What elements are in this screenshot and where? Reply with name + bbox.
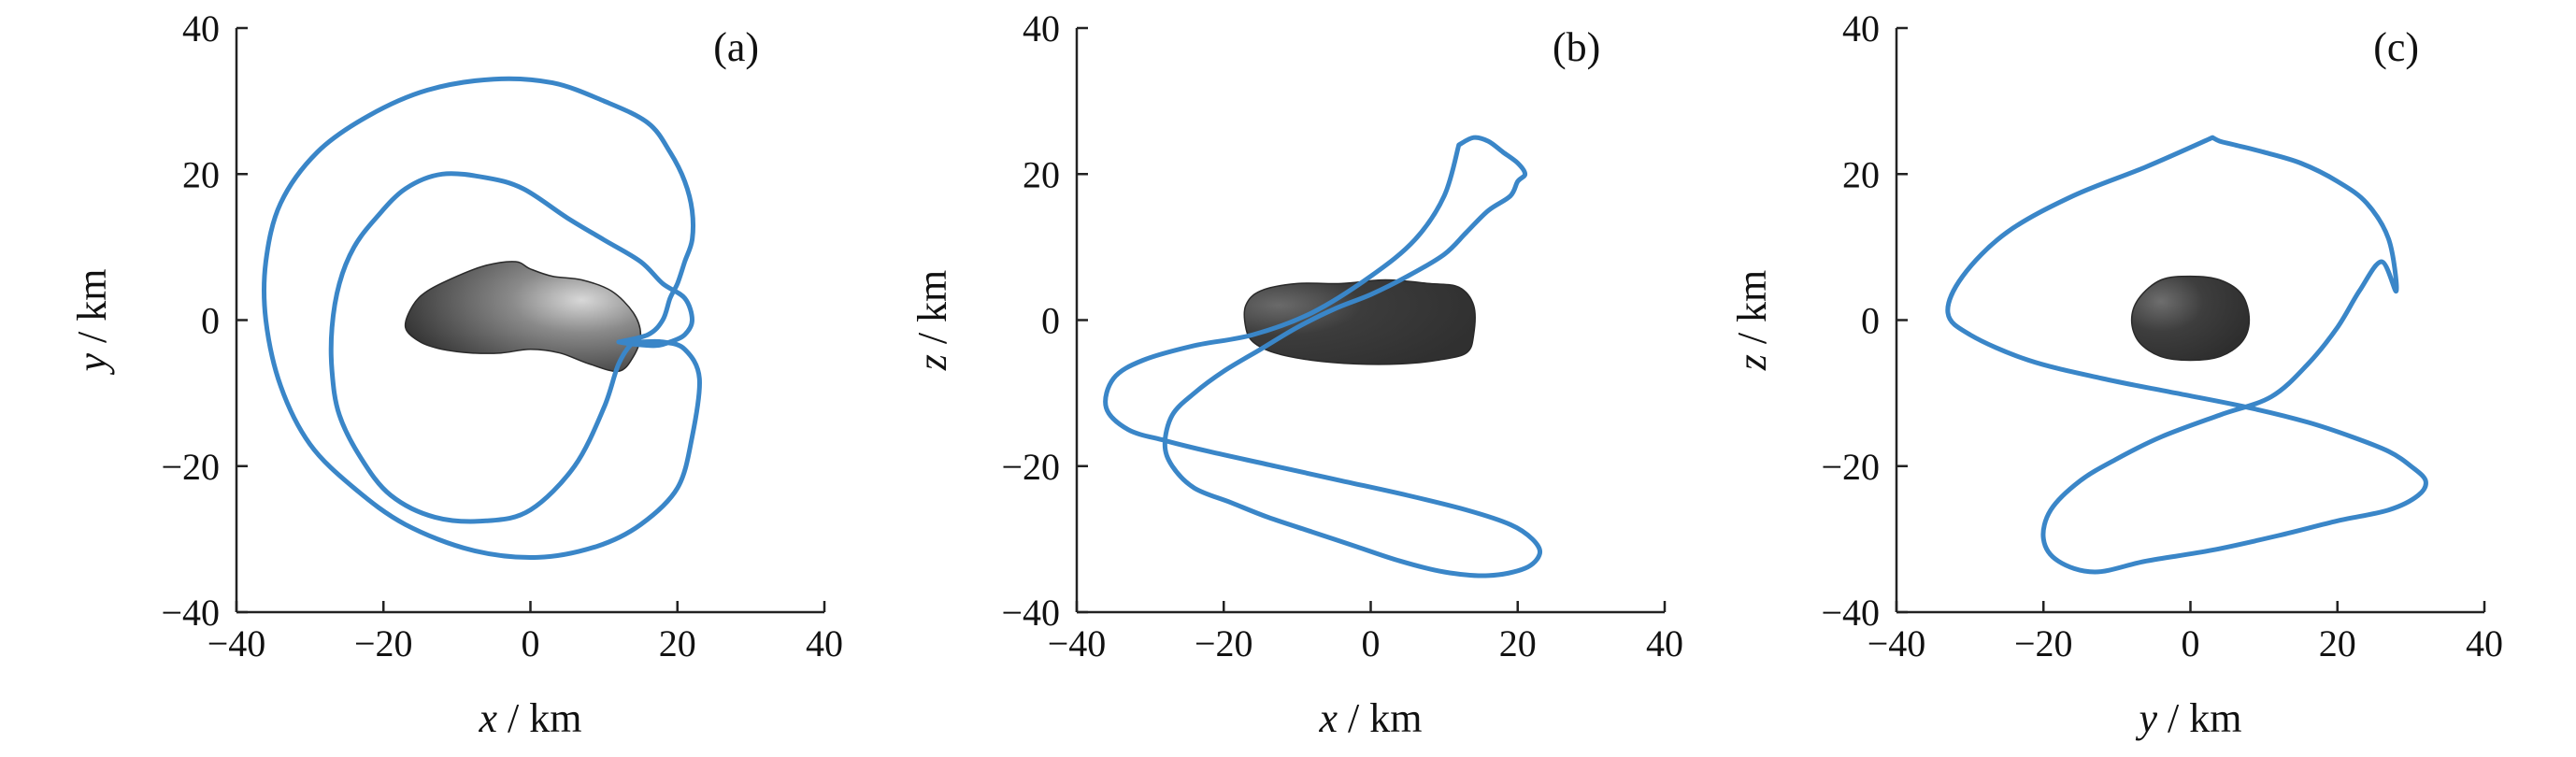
y-tick-label: 20 [182,153,220,195]
panel-label: (b) [1553,24,1600,70]
x-tick-label: −20 [1195,622,1253,664]
y-axis-unit: / km [1729,270,1775,354]
y-tick-label: −40 [1821,592,1880,634]
y-tick-label: 0 [1861,300,1880,342]
x-axis-variable: y [2136,695,2158,741]
y-tick-label: −40 [161,592,220,634]
x-tick-label: −40 [208,622,266,664]
y-axis-unit: / km [69,269,115,353]
y-tick-label: 40 [1842,7,1880,50]
y-axis-title: z / km [1729,270,1775,372]
x-axis-variable: x [1319,695,1338,741]
x-tick-label: −20 [2014,622,2073,664]
x-tick-label: −40 [1048,622,1107,664]
x-tick-label: −40 [1868,622,1926,664]
y-tick-label: −20 [161,446,220,488]
x-tick-label: 0 [2182,622,2200,664]
y-axis-unit: / km [909,270,955,354]
x-axis-unit: / km [2157,695,2241,741]
y-tick-label: −20 [1001,446,1060,488]
asteroid-body [2130,275,2251,362]
panel-label: (c) [2373,24,2419,70]
x-axis-unit: / km [1338,695,1422,741]
orbit-trajectory-line [1103,135,1543,578]
y-tick-label: −40 [1001,592,1060,634]
y-tick-label: 40 [1023,7,1060,50]
x-axis-title: x / km [1319,695,1423,741]
y-axis-variable: y [69,352,115,375]
y-tick-label: −20 [1821,446,1880,488]
asteroid-body [404,261,642,373]
y-tick-label: 20 [1023,153,1060,195]
orbit-trajectory-line [261,76,702,561]
asteroid-body [1243,279,1476,365]
x-tick-label: 20 [659,622,696,664]
x-axis-unit: / km [497,695,581,741]
y-tick-label: 20 [1842,153,1880,195]
x-tick-label: 20 [1499,622,1537,664]
y-tick-label: 0 [201,300,220,342]
x-tick-label: −20 [354,622,413,664]
x-tick-label: 0 [522,622,540,664]
y-tick-label: 40 [182,7,220,50]
x-tick-label: 0 [1362,622,1381,664]
y-axis-title: y / km [69,269,115,376]
y-axis-title: z / km [909,270,955,372]
y-axis-variable: z [909,354,955,371]
y-axis-variable: z [1729,354,1775,371]
x-tick-label: 40 [1646,622,1683,664]
x-tick-label: 40 [2466,622,2503,664]
x-axis-variable: x [479,695,498,741]
x-tick-label: 40 [806,622,843,664]
panel-label: (a) [713,24,759,70]
orbit-trajectory-line [1945,135,2428,575]
x-axis-title: x / km [479,695,582,741]
x-tick-label: 20 [2319,622,2356,664]
x-axis-title: y / km [2136,695,2242,741]
y-tick-label: 0 [1041,300,1060,342]
